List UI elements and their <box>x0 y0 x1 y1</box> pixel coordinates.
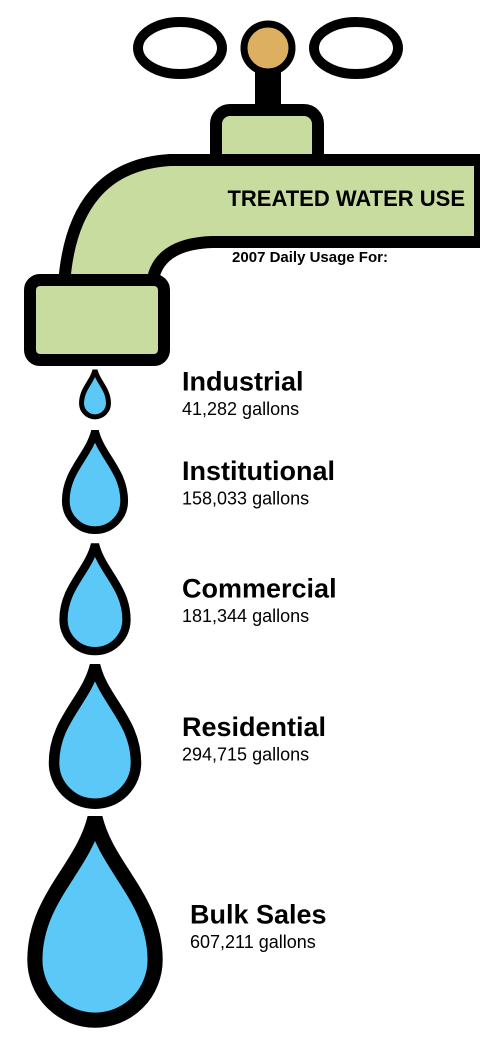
value-label: 158,033 gallons <box>182 489 309 509</box>
infographic: TREATED WATER USE 2007 Daily Usage For: … <box>0 0 480 1045</box>
category-label: Institutional <box>182 456 335 486</box>
water-drop <box>82 370 109 417</box>
value-label: 607,211 gallons <box>190 932 316 952</box>
value-label: 181,344 gallons <box>182 606 309 626</box>
water-drop <box>35 818 155 1020</box>
value-label: 294,715 gallons <box>182 745 309 765</box>
water-drop <box>64 544 127 651</box>
category-label: Commercial <box>182 574 337 604</box>
category-label: Bulk Sales <box>190 900 327 930</box>
category-label: Residential <box>182 712 326 742</box>
chart-subtitle: 2007 Daily Usage For: <box>232 249 388 266</box>
water-drop <box>54 665 136 804</box>
chart-title: TREATED WATER USE <box>227 186 465 211</box>
category-label: Industrial <box>182 366 304 396</box>
value-label: 41,282 gallons <box>182 399 299 419</box>
water-drop <box>66 431 124 530</box>
